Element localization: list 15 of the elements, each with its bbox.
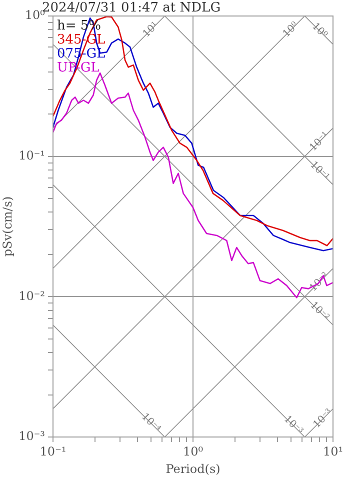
annotation: 10¹	[141, 20, 161, 40]
x-axis-title: Period(s)	[166, 462, 220, 476]
annotation: 10⁻³	[282, 414, 305, 438]
y-tick-label: 10⁻²	[18, 288, 46, 303]
y-axis-title: pSv(cm/s)	[0, 196, 14, 257]
annotation: 10⁰	[310, 21, 330, 41]
y-tick-label: 10⁻¹	[18, 148, 45, 162]
annotation: 10⁻⁴	[139, 411, 162, 435]
x-tick-label: 10⁻¹	[40, 444, 66, 458]
annotation: 10⁻²	[308, 300, 332, 324]
annotation: 10⁻¹	[308, 159, 332, 183]
y-tick-label: 10⁻³	[18, 429, 46, 444]
x-tick-label: 10¹	[322, 444, 344, 458]
x-tick-label: 10⁰	[182, 444, 204, 458]
annotation: 10⁰	[281, 20, 301, 40]
